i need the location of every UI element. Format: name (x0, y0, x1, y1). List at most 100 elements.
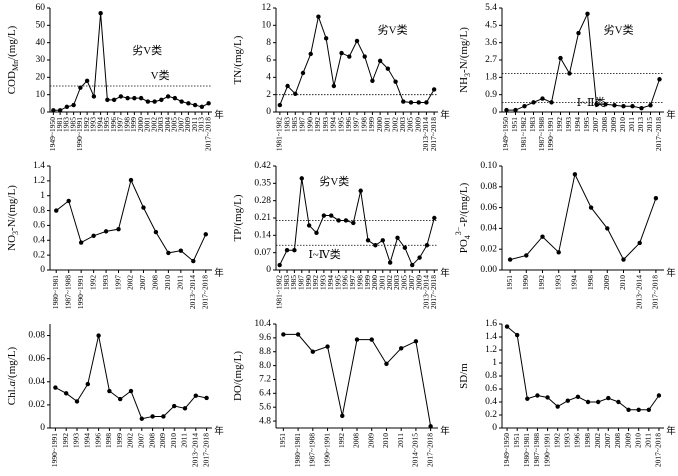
data-line (55, 178, 207, 262)
y-label-part: -P/(mg/L) (458, 182, 470, 226)
x-tick-label: 2017~2018 (429, 275, 438, 309)
data-point (199, 104, 205, 110)
x-tick-label: 2013~2014 (188, 275, 197, 309)
x-tick-label: 1992 (82, 117, 91, 132)
x-tick-label: 2017~2018 (429, 117, 438, 151)
data-point (139, 416, 144, 421)
x-tick-label: 1951 (510, 117, 519, 132)
x-tick-label: 1998 (586, 275, 595, 290)
data-point (340, 413, 345, 419)
x-axis-label: 年 (440, 267, 450, 279)
data-point (203, 232, 208, 237)
x-tick-label: 1995 (582, 117, 591, 132)
data-point (107, 388, 112, 394)
y-tick-label: 4.8 (259, 416, 271, 426)
y-tick-label: 0.08 (480, 182, 497, 192)
data-point (525, 396, 530, 401)
data-point (365, 238, 371, 243)
y-tick-label: 10.4 (254, 319, 271, 329)
data-point (358, 188, 363, 193)
x-tick-label: 1990~1991 (75, 117, 84, 151)
data-point (310, 349, 316, 354)
x-tick-label: 1985 (68, 117, 77, 132)
y-tick-label: 6.4 (259, 389, 271, 399)
y-tick-label: 1 (492, 358, 497, 368)
panel: 00.070.140.210.280.350.421981~1982198319… (232, 161, 451, 309)
x-tick-label: 2017~2018 (654, 433, 663, 467)
x-tick-label: 2017~2018 (200, 275, 209, 309)
data-point (118, 396, 123, 402)
x-tick-label: 1997 (348, 275, 357, 290)
x-tick-label: 1980~1981 (293, 433, 302, 467)
x-tick-label: 2011 (644, 433, 653, 448)
data-point (514, 332, 520, 338)
y-tick-label: 0 (492, 423, 497, 433)
y-tick-label: 1.8 (485, 73, 497, 83)
x-tick-label: 2007 (138, 275, 147, 290)
y-tick-label: 0 (266, 107, 271, 117)
x-axis-label: 年 (214, 109, 224, 121)
x-tick-label: 1994 (83, 433, 92, 448)
y-tick-label: 50 (36, 21, 46, 31)
data-point (299, 176, 304, 181)
data-point (395, 235, 400, 241)
x-tick-label: 2013 (197, 117, 206, 132)
x-tick-label: 1993 (72, 433, 81, 448)
x-tick-label: 1994 (95, 117, 104, 132)
data-point (128, 177, 134, 183)
data-point (417, 255, 422, 260)
x-tick-label: 1990~1991 (542, 433, 551, 467)
data-point (96, 333, 101, 338)
data-point (572, 172, 578, 177)
x-tick-label: 1949~1950 (502, 433, 511, 467)
x-tick-label: 1983 (62, 117, 71, 132)
x-tick-label: 1993 (89, 117, 98, 132)
x-tick-label: 1993 (553, 275, 562, 290)
data-point (118, 94, 124, 99)
x-tick-label: 2001 (377, 275, 386, 290)
data-point (295, 332, 301, 337)
data-point (166, 250, 171, 256)
data-point (549, 100, 554, 105)
x-tick-label: 2007 (176, 117, 185, 132)
data-point (128, 388, 134, 394)
y-tick-label: 8.8 (259, 347, 271, 357)
y-tick-label: 0 (40, 107, 45, 117)
y-tick-label: 8.0 (259, 361, 271, 371)
y-label-part: /(mg/L) (6, 25, 18, 60)
x-tick-label: 1998 (104, 433, 113, 448)
data-point (145, 99, 151, 104)
data-point (594, 102, 599, 107)
data-point (172, 403, 177, 409)
data-point (630, 104, 635, 109)
data-point (556, 250, 561, 255)
y-tick-label: 4.5 (485, 21, 497, 31)
y-tick-label: 0 (266, 265, 271, 275)
data-point (653, 196, 659, 201)
x-axis-label: 年 (666, 109, 676, 121)
x-tick-label: 2004 (163, 117, 172, 132)
data-point (314, 230, 319, 236)
data-point (84, 78, 90, 84)
annotation: V类 (151, 68, 170, 82)
x-tick-label: 1993 (564, 117, 573, 132)
data-point (432, 215, 437, 221)
y-label-part: 3− (454, 226, 463, 235)
y-tick-label: 2.7 (485, 55, 497, 65)
annotation: 劣V类 (132, 43, 162, 57)
x-tick-label: 1949~1950 (48, 117, 57, 151)
y-tick-label: 1.4 (33, 161, 45, 171)
x-tick-label: 1951 (505, 275, 514, 290)
data-line (55, 335, 207, 420)
x-tick-label: 1987 (298, 117, 307, 132)
data-point (369, 337, 374, 342)
data-point (507, 257, 513, 262)
data-point (380, 238, 385, 243)
data-point (362, 54, 367, 59)
y-tick-label: 0.42 (254, 161, 271, 171)
x-tick-label: 1994 (326, 275, 335, 290)
data-point (585, 11, 590, 16)
x-tick-label: 1990~1991 (50, 433, 59, 467)
x-tick-label: 1993 (563, 433, 572, 448)
